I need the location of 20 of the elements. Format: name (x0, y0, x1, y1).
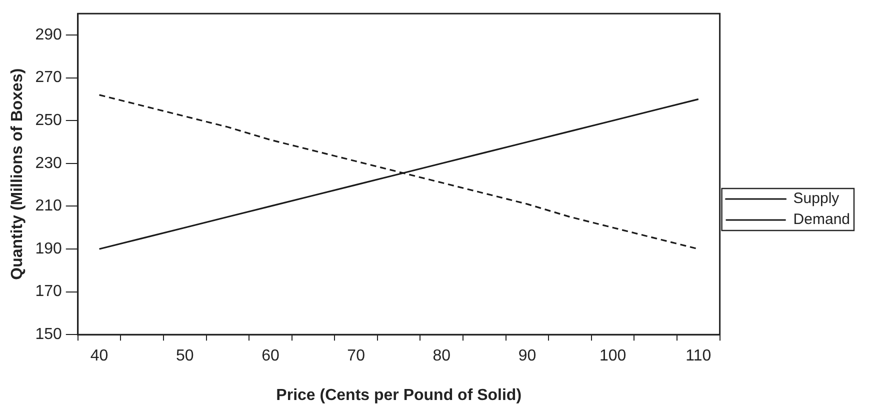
legend-label: Demand (793, 211, 850, 228)
legend-label: Supply (793, 190, 840, 208)
y-tick-label: 230 (35, 154, 62, 172)
y-axis-title: Quantity (Millions of Boxes) (9, 68, 26, 280)
x-tick-label: 80 (432, 348, 451, 365)
x-tick-label: 50 (176, 348, 194, 365)
x-tick-label: 60 (262, 348, 280, 365)
y-tick-label: 290 (35, 26, 62, 44)
x-tick-label: 110 (686, 348, 712, 365)
y-tick-label: 270 (35, 69, 62, 86)
x-tick-label: 40 (90, 348, 108, 365)
y-tick-label: 190 (35, 240, 62, 258)
y-tick-label: 170 (35, 283, 62, 300)
y-tick-label: 150 (35, 326, 62, 344)
x-tick-label: 100 (599, 348, 626, 365)
x-tick-label: 70 (347, 348, 366, 365)
y-tick-label: 210 (35, 198, 62, 215)
x-tick-label: 90 (518, 348, 536, 365)
x-axis-title: Price (Cents per Pound of Solid) (276, 386, 522, 404)
y-tick-label: 250 (35, 112, 62, 130)
